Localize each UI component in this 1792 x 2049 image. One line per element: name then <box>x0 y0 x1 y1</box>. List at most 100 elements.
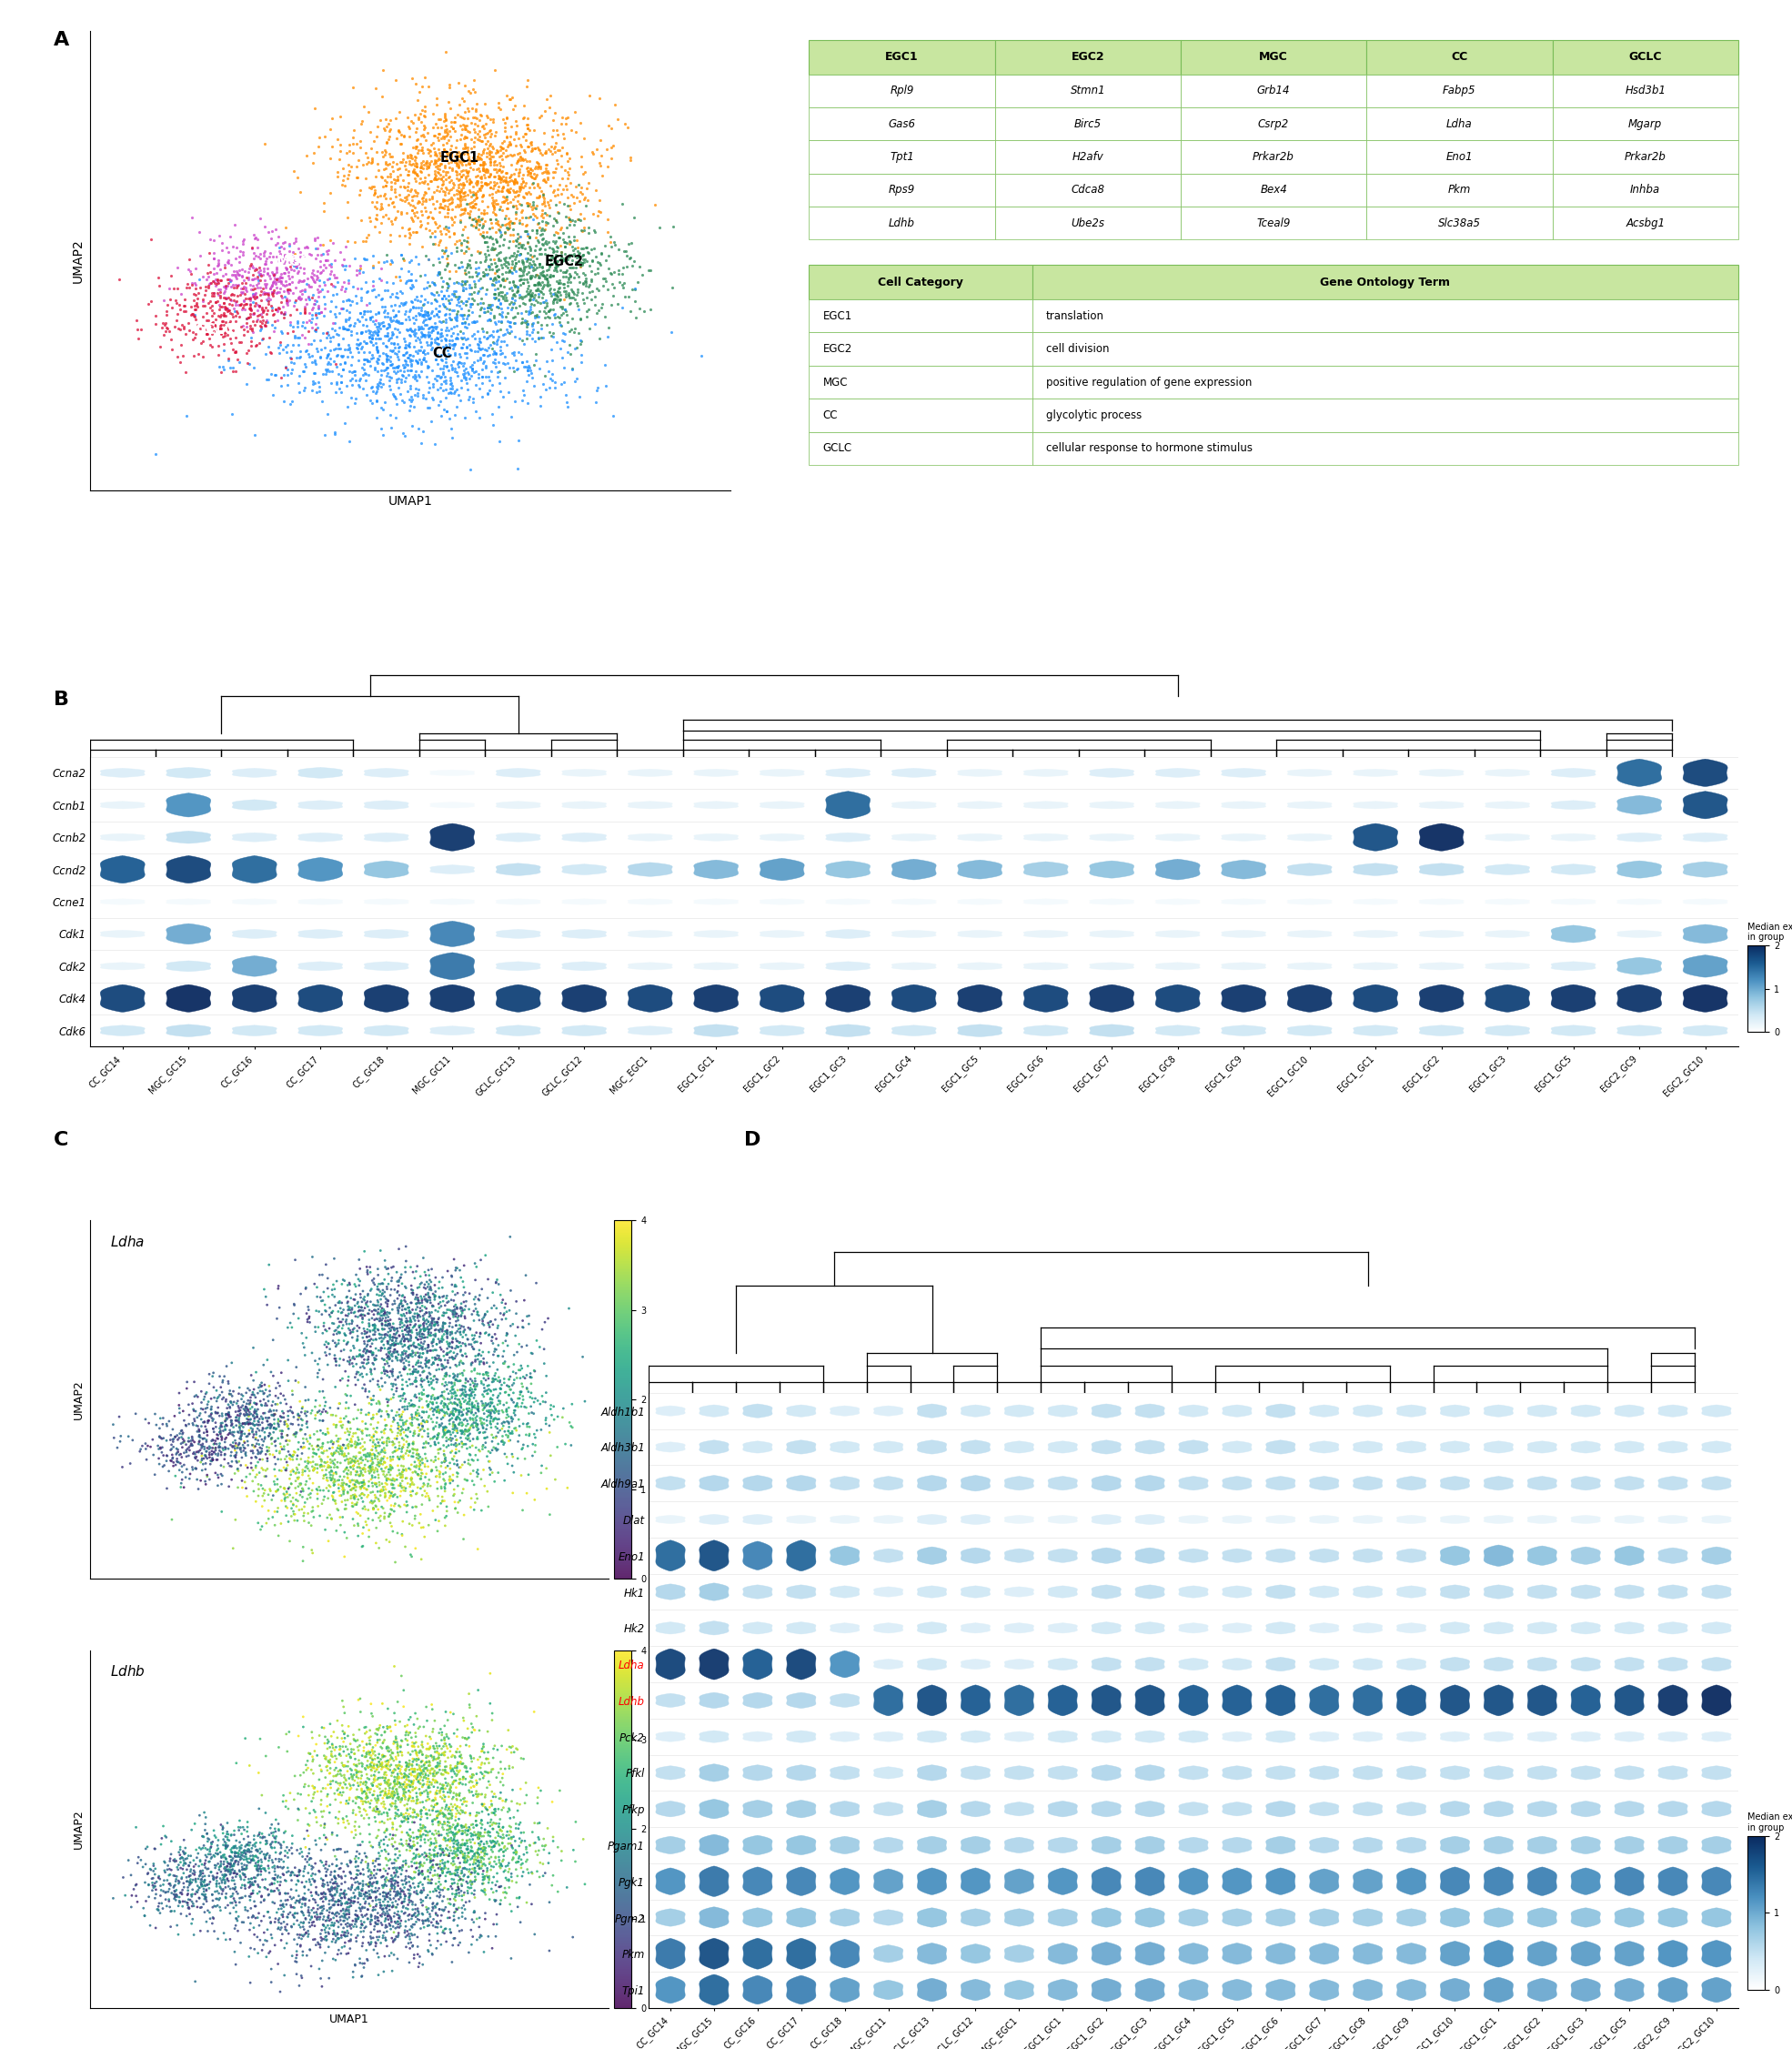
Point <box>401 68 430 100</box>
Point <box>446 191 475 223</box>
Point <box>464 299 493 332</box>
Polygon shape <box>694 900 738 904</box>
Point <box>177 266 206 299</box>
Point <box>332 1920 360 1953</box>
Point <box>312 1920 340 1953</box>
Point <box>530 209 559 242</box>
Polygon shape <box>1265 1801 1296 1817</box>
Point <box>464 1338 493 1371</box>
Point <box>401 129 430 162</box>
Point <box>462 180 491 213</box>
Bar <box>808 264 1032 299</box>
Point <box>480 262 509 295</box>
Point <box>459 1787 487 1820</box>
Point <box>342 1340 371 1373</box>
Point <box>220 295 249 328</box>
Point <box>405 1750 434 1783</box>
Point <box>195 291 224 324</box>
Point <box>215 1854 244 1887</box>
Point <box>416 303 444 336</box>
Point <box>478 1908 507 1940</box>
Point <box>349 1768 378 1801</box>
Point <box>403 1272 432 1305</box>
Point <box>403 285 432 318</box>
Point <box>477 1291 505 1324</box>
Point <box>570 258 599 291</box>
Point <box>480 148 509 180</box>
Point <box>383 1336 412 1369</box>
Point <box>432 172 461 205</box>
Point <box>312 1848 340 1881</box>
Point <box>486 1871 514 1904</box>
Point <box>452 1785 480 1817</box>
Point <box>185 1863 213 1895</box>
Point <box>324 1889 353 1922</box>
Point <box>357 1748 385 1781</box>
Point <box>443 1315 471 1348</box>
Point <box>418 1305 446 1338</box>
Point <box>242 1840 271 1873</box>
Point <box>310 287 339 320</box>
Polygon shape <box>1683 791 1727 820</box>
Point <box>177 1867 206 1899</box>
Point <box>412 1457 441 1490</box>
Point <box>470 1389 498 1422</box>
Point <box>486 367 514 400</box>
Point <box>385 260 414 293</box>
Point <box>186 1410 215 1442</box>
Point <box>428 1270 457 1303</box>
Point <box>392 1244 421 1277</box>
Point <box>396 1479 425 1512</box>
Point <box>305 297 333 330</box>
Point <box>421 1268 450 1301</box>
Point <box>213 1852 242 1885</box>
Point <box>394 1428 423 1461</box>
Point <box>364 365 392 398</box>
Point <box>380 1764 409 1797</box>
Point <box>246 1514 274 1547</box>
Point <box>357 1274 385 1307</box>
Point <box>435 1303 464 1336</box>
Point <box>568 242 597 275</box>
Point <box>314 338 342 371</box>
Point <box>434 1391 462 1424</box>
Point <box>473 1860 502 1893</box>
Point <box>444 1779 473 1811</box>
Point <box>487 156 516 189</box>
Point <box>409 1897 437 1930</box>
Point <box>380 1873 409 1906</box>
Point <box>339 1481 367 1514</box>
Point <box>462 211 491 244</box>
Point <box>444 1834 473 1867</box>
Point <box>165 1377 194 1410</box>
Point <box>409 113 437 145</box>
Point <box>387 1805 416 1838</box>
Point <box>274 1449 303 1481</box>
Point <box>339 1877 367 1910</box>
Point <box>459 1445 487 1477</box>
Point <box>457 1365 486 1397</box>
Point <box>464 1852 493 1885</box>
Point <box>409 336 437 369</box>
Point <box>482 1920 511 1953</box>
Point <box>280 236 308 268</box>
Text: MGC: MGC <box>1260 51 1288 64</box>
Point <box>280 240 308 273</box>
Point <box>339 1283 367 1315</box>
Point <box>477 1381 505 1414</box>
Point <box>242 1840 271 1873</box>
Point <box>412 1752 441 1785</box>
Point <box>455 143 484 176</box>
Point <box>326 367 355 400</box>
Point <box>550 350 579 383</box>
Point <box>308 1453 337 1486</box>
Point <box>378 1406 407 1438</box>
Point <box>430 1783 459 1815</box>
Point <box>226 1422 254 1455</box>
Point <box>362 1432 391 1465</box>
Point <box>613 111 642 143</box>
Point <box>441 1408 470 1440</box>
Point <box>471 1240 500 1272</box>
Point <box>369 1449 398 1481</box>
Point <box>471 160 500 193</box>
